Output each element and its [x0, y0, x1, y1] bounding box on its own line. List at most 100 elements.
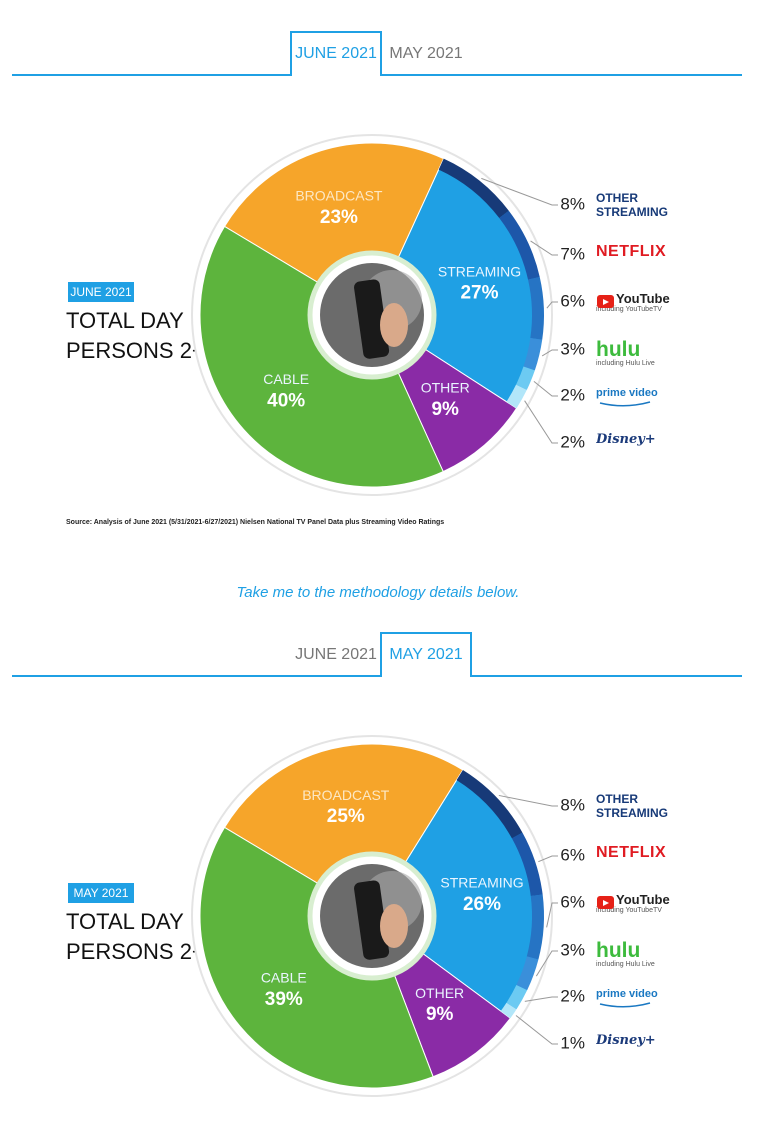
- service-logo: NETFLIX: [596, 245, 667, 260]
- service-value: 6%: [560, 845, 585, 864]
- badge: MAY 2021: [74, 886, 129, 900]
- streaming-ring: [499, 210, 540, 280]
- connector: [481, 177, 558, 206]
- slice-label: STREAMING: [440, 875, 523, 891]
- pie-slice: [371, 769, 545, 1019]
- pie-slice: [199, 826, 434, 1089]
- pie-slice: [223, 743, 464, 917]
- service-value: 6%: [560, 291, 585, 310]
- service-name: NETFLIX: [596, 245, 667, 260]
- service-logo: OTHER STREAMING: [596, 792, 668, 820]
- service-name: YouTube: [616, 893, 670, 907]
- streaming-ring: [516, 366, 535, 390]
- connector: [538, 855, 558, 863]
- service-note: including YouTubeTV: [596, 306, 662, 313]
- tab-line: [12, 632, 742, 677]
- service-value: 3%: [560, 339, 585, 358]
- title: TOTAL DAY: [66, 308, 184, 333]
- connector: [546, 902, 558, 928]
- slice-value: 40%: [267, 391, 305, 412]
- prime-smile: [599, 1002, 651, 1008]
- slice-value: 39%: [265, 989, 303, 1010]
- service-name: hulu: [596, 941, 641, 962]
- service-value: 2%: [560, 986, 585, 1005]
- slice-value: 9%: [426, 1004, 454, 1025]
- hand: [380, 303, 408, 347]
- slice-value: 26%: [463, 894, 501, 915]
- service-logo: prime video: [596, 988, 658, 1000]
- streaming-ring: [506, 384, 527, 409]
- service-note: including Hulu Live: [596, 360, 655, 367]
- service-logo: Disney+: [596, 433, 656, 447]
- connector: [498, 794, 558, 807]
- service-name: Disney+: [596, 433, 656, 447]
- service-note: including Hulu Live: [596, 961, 655, 968]
- service-logo: prime video: [596, 387, 658, 399]
- methodology-link[interactable]: Take me to the methodology details below…: [237, 584, 520, 601]
- slice-value: 27%: [460, 283, 498, 304]
- service-value: 8%: [560, 194, 585, 213]
- service-name: NETFLIX: [596, 846, 667, 861]
- tab[interactable]: MAY 2021: [389, 45, 462, 62]
- service-value: 8%: [560, 795, 585, 814]
- service-name: prime video: [596, 387, 658, 399]
- connector: [530, 240, 558, 256]
- slice-label: BROADCAST: [302, 787, 390, 803]
- service-value: 1%: [560, 1033, 585, 1052]
- service-logo: NETFLIX: [596, 846, 667, 861]
- streaming-ring: [526, 894, 545, 960]
- service-name: YouTube: [616, 292, 670, 306]
- prime-smile: [599, 401, 651, 407]
- slice-label: OTHER: [421, 379, 470, 395]
- service-value: 6%: [560, 892, 585, 911]
- youtube-play: [603, 900, 609, 906]
- connector: [524, 400, 558, 444]
- streaming-ring: [506, 984, 528, 1010]
- badge: JUNE 2021: [70, 285, 132, 299]
- connector: [533, 381, 558, 397]
- service-name: Disney+: [596, 1034, 656, 1048]
- badge-bg: [68, 883, 134, 903]
- streaming-ring: [511, 832, 543, 896]
- subtitle: PERSONS 2+: [66, 939, 205, 964]
- streaming-ring: [500, 1002, 517, 1019]
- streaming-ring: [528, 276, 544, 340]
- remote: [354, 279, 390, 359]
- title: TOTAL DAY: [66, 909, 184, 934]
- slice-label: BROADCAST: [295, 188, 383, 204]
- streaming-ring: [523, 338, 543, 371]
- streaming-ring: [456, 769, 523, 839]
- slice-label: CABLE: [263, 371, 309, 387]
- streaming-ring: [438, 158, 509, 219]
- tab-line: [12, 31, 742, 76]
- connector: [541, 349, 558, 357]
- badge-bg: [68, 282, 134, 302]
- slice-value: 25%: [327, 806, 365, 827]
- remote: [354, 880, 390, 960]
- slice-value: 9%: [431, 399, 459, 420]
- tab[interactable]: JUNE 2021: [295, 646, 377, 663]
- slice-value: 23%: [320, 207, 358, 228]
- tab[interactable]: MAY 2021: [389, 646, 462, 663]
- subtitle: PERSONS 2+: [66, 338, 205, 363]
- pie-slice: [199, 225, 444, 488]
- slice-label: STREAMING: [438, 263, 521, 279]
- service-value: 3%: [560, 940, 585, 959]
- tab[interactable]: JUNE 2021: [295, 45, 377, 62]
- connector: [515, 1015, 558, 1045]
- service-logo: Disney+: [596, 1034, 656, 1048]
- service-logo: OTHER STREAMING: [596, 191, 668, 219]
- hand: [380, 904, 408, 948]
- connector: [546, 301, 558, 309]
- source: Source: Analysis of June 2021 (5/31/2021…: [66, 519, 444, 526]
- service-name: prime video: [596, 988, 658, 1000]
- connector: [524, 996, 558, 1002]
- slice-label: OTHER: [415, 985, 464, 1001]
- youtube-play: [603, 299, 609, 305]
- service-name: OTHER STREAMING: [596, 792, 668, 820]
